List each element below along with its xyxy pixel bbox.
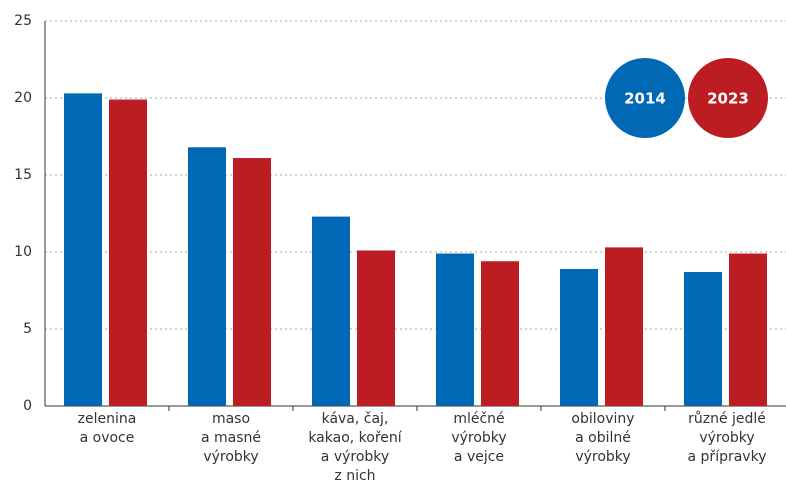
bar xyxy=(729,253,767,406)
x-tick-label: a ovoce xyxy=(80,430,135,446)
bar xyxy=(109,99,147,406)
y-tick-label: 0 xyxy=(23,398,32,414)
x-tick-label: a výrobky xyxy=(321,449,389,465)
bar xyxy=(684,272,722,406)
x-tick-label: maso xyxy=(212,411,250,427)
bar xyxy=(64,93,102,406)
x-tick-label: z nich xyxy=(334,468,375,484)
x-tick-label: mléčné xyxy=(453,411,504,427)
x-tick-label: a masné xyxy=(201,430,261,446)
x-tick-label: výrobky xyxy=(203,449,258,465)
bar xyxy=(560,268,598,406)
legend-label: 2014 xyxy=(624,90,666,108)
bar xyxy=(188,147,226,406)
x-tick-label: různé jedlé xyxy=(688,411,766,427)
bar xyxy=(357,250,395,406)
legend-marker xyxy=(605,58,685,138)
bar xyxy=(481,261,519,406)
y-tick-label: 5 xyxy=(23,321,32,337)
x-tick-label: výrobky xyxy=(699,430,754,446)
y-tick-label: 20 xyxy=(14,90,32,106)
x-tick-label: a obilné xyxy=(575,430,631,446)
bar xyxy=(233,158,271,406)
bar xyxy=(436,253,474,406)
legend-label: 2023 xyxy=(707,90,749,108)
y-tick-label: 25 xyxy=(14,13,32,29)
x-tick-label: výrobky xyxy=(451,430,506,446)
x-tick-label: zelenina xyxy=(78,411,137,427)
x-tick-label: obiloviny xyxy=(571,411,634,427)
x-tick-label: káva, čaj, xyxy=(322,411,389,427)
x-tick-label: výrobky xyxy=(575,449,630,465)
y-tick-label: 10 xyxy=(14,244,32,260)
bar xyxy=(605,247,643,406)
legend-marker xyxy=(688,58,768,138)
x-tick-label: a přípravky xyxy=(688,449,767,465)
x-tick-label: a vejce xyxy=(454,449,504,465)
bar xyxy=(312,216,350,406)
x-tick-label: kakao, koření xyxy=(308,430,402,446)
y-tick-label: 15 xyxy=(14,167,32,183)
